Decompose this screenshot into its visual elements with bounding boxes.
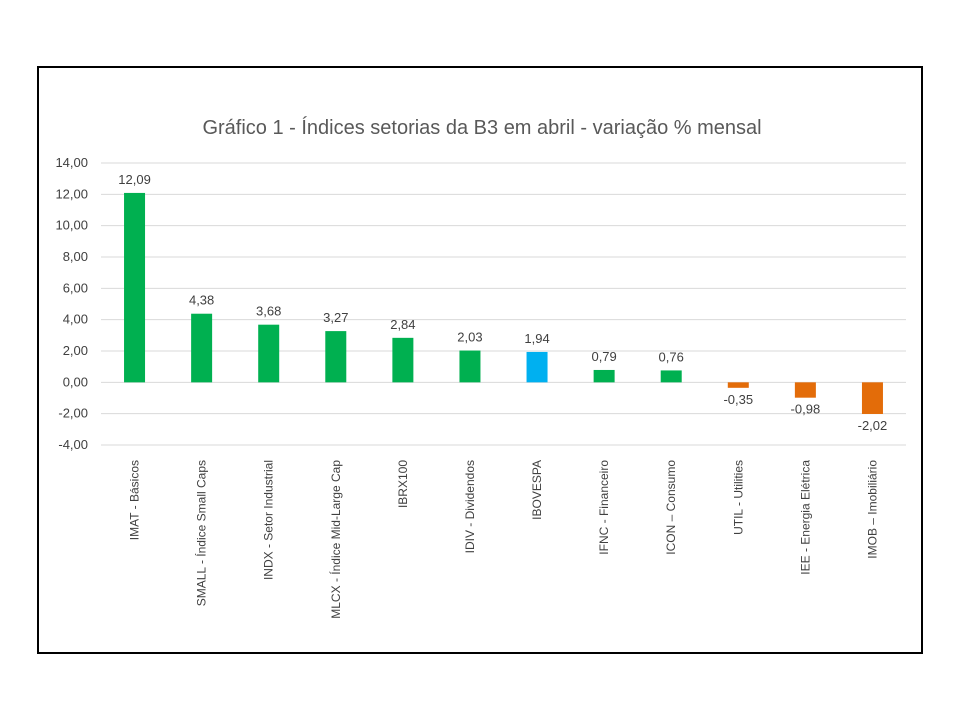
chart-title: Gráfico 1 - Índices setorias da B3 em ab… — [202, 116, 761, 139]
y-tick-label: 6,00 — [63, 280, 88, 295]
y-tick-label: 12,00 — [55, 186, 88, 201]
y-tick-label: 8,00 — [63, 249, 88, 264]
y-tick-label: 0,00 — [63, 374, 88, 389]
y-tick-label: -2,00 — [58, 406, 88, 421]
data-label: 3,27 — [323, 310, 348, 325]
category-label: SMALL - Índice Small Caps — [194, 460, 209, 606]
bar — [124, 192, 146, 383]
data-label: -0,98 — [791, 402, 821, 417]
bar — [861, 382, 883, 414]
y-tick-label: 10,00 — [55, 218, 88, 233]
category-label: IMOB – Imobiliário — [865, 460, 879, 559]
data-label: 3,68 — [256, 304, 281, 319]
bar — [794, 382, 816, 398]
category-labels: IMAT - Básicos SMALL - Índice Small Caps I… — [128, 460, 880, 619]
data-labels: 12,09 4,38 3,68 3,27 2,84 2,03 1,94 0,79 0,76 -0,… — [118, 172, 887, 433]
category-label: MLCX - Índice Mid-Large Cap — [328, 460, 343, 619]
category-label: IEE - Energia Elétrica — [798, 460, 812, 575]
category-label: IBRX100 — [396, 460, 410, 508]
category-label: IBOVESPA — [530, 460, 544, 520]
category-label: ICON – Consumo — [664, 460, 678, 555]
data-label: -0,35 — [723, 392, 753, 407]
bars — [124, 192, 883, 414]
data-label: 0,76 — [659, 349, 684, 364]
chart-frame: Gráfico 1 - Índices setorias da B3 em ab… — [37, 66, 923, 654]
data-label: 0,79 — [591, 349, 616, 364]
y-tick-label: -4,00 — [58, 437, 88, 452]
bar-chart: Gráfico 1 - Índices setorias da B3 em ab… — [55, 116, 906, 619]
y-tick-label: 4,00 — [63, 312, 88, 327]
data-label: 2,84 — [390, 317, 415, 332]
bar — [593, 369, 615, 383]
bar — [660, 370, 682, 383]
data-label: 12,09 — [118, 172, 151, 187]
y-axis-ticks: 14,00 12,00 10,00 8,00 6,00 4,00 2,00 0,00 -2,00… — [55, 155, 88, 452]
bar — [325, 331, 347, 383]
bar — [191, 313, 213, 383]
category-label: INDX - Setor Industrial — [262, 460, 276, 580]
category-label: UTIL - Utilities — [731, 460, 745, 535]
bar — [258, 324, 280, 383]
bar — [392, 337, 414, 383]
bar — [526, 351, 548, 383]
data-label: 1,94 — [524, 331, 549, 346]
gridlines — [101, 162, 906, 446]
bar — [727, 382, 749, 388]
data-label: -2,02 — [858, 418, 888, 433]
category-label: IDIV - Dividendos — [463, 460, 477, 553]
category-label: IFNC - Financeiro — [597, 460, 611, 555]
data-label: 4,38 — [189, 293, 214, 308]
y-tick-label: 14,00 — [55, 155, 88, 170]
category-label: IMAT - Básicos — [128, 460, 142, 540]
bar — [459, 350, 481, 383]
y-tick-label: 2,00 — [63, 343, 88, 358]
data-label: 2,03 — [457, 330, 482, 345]
